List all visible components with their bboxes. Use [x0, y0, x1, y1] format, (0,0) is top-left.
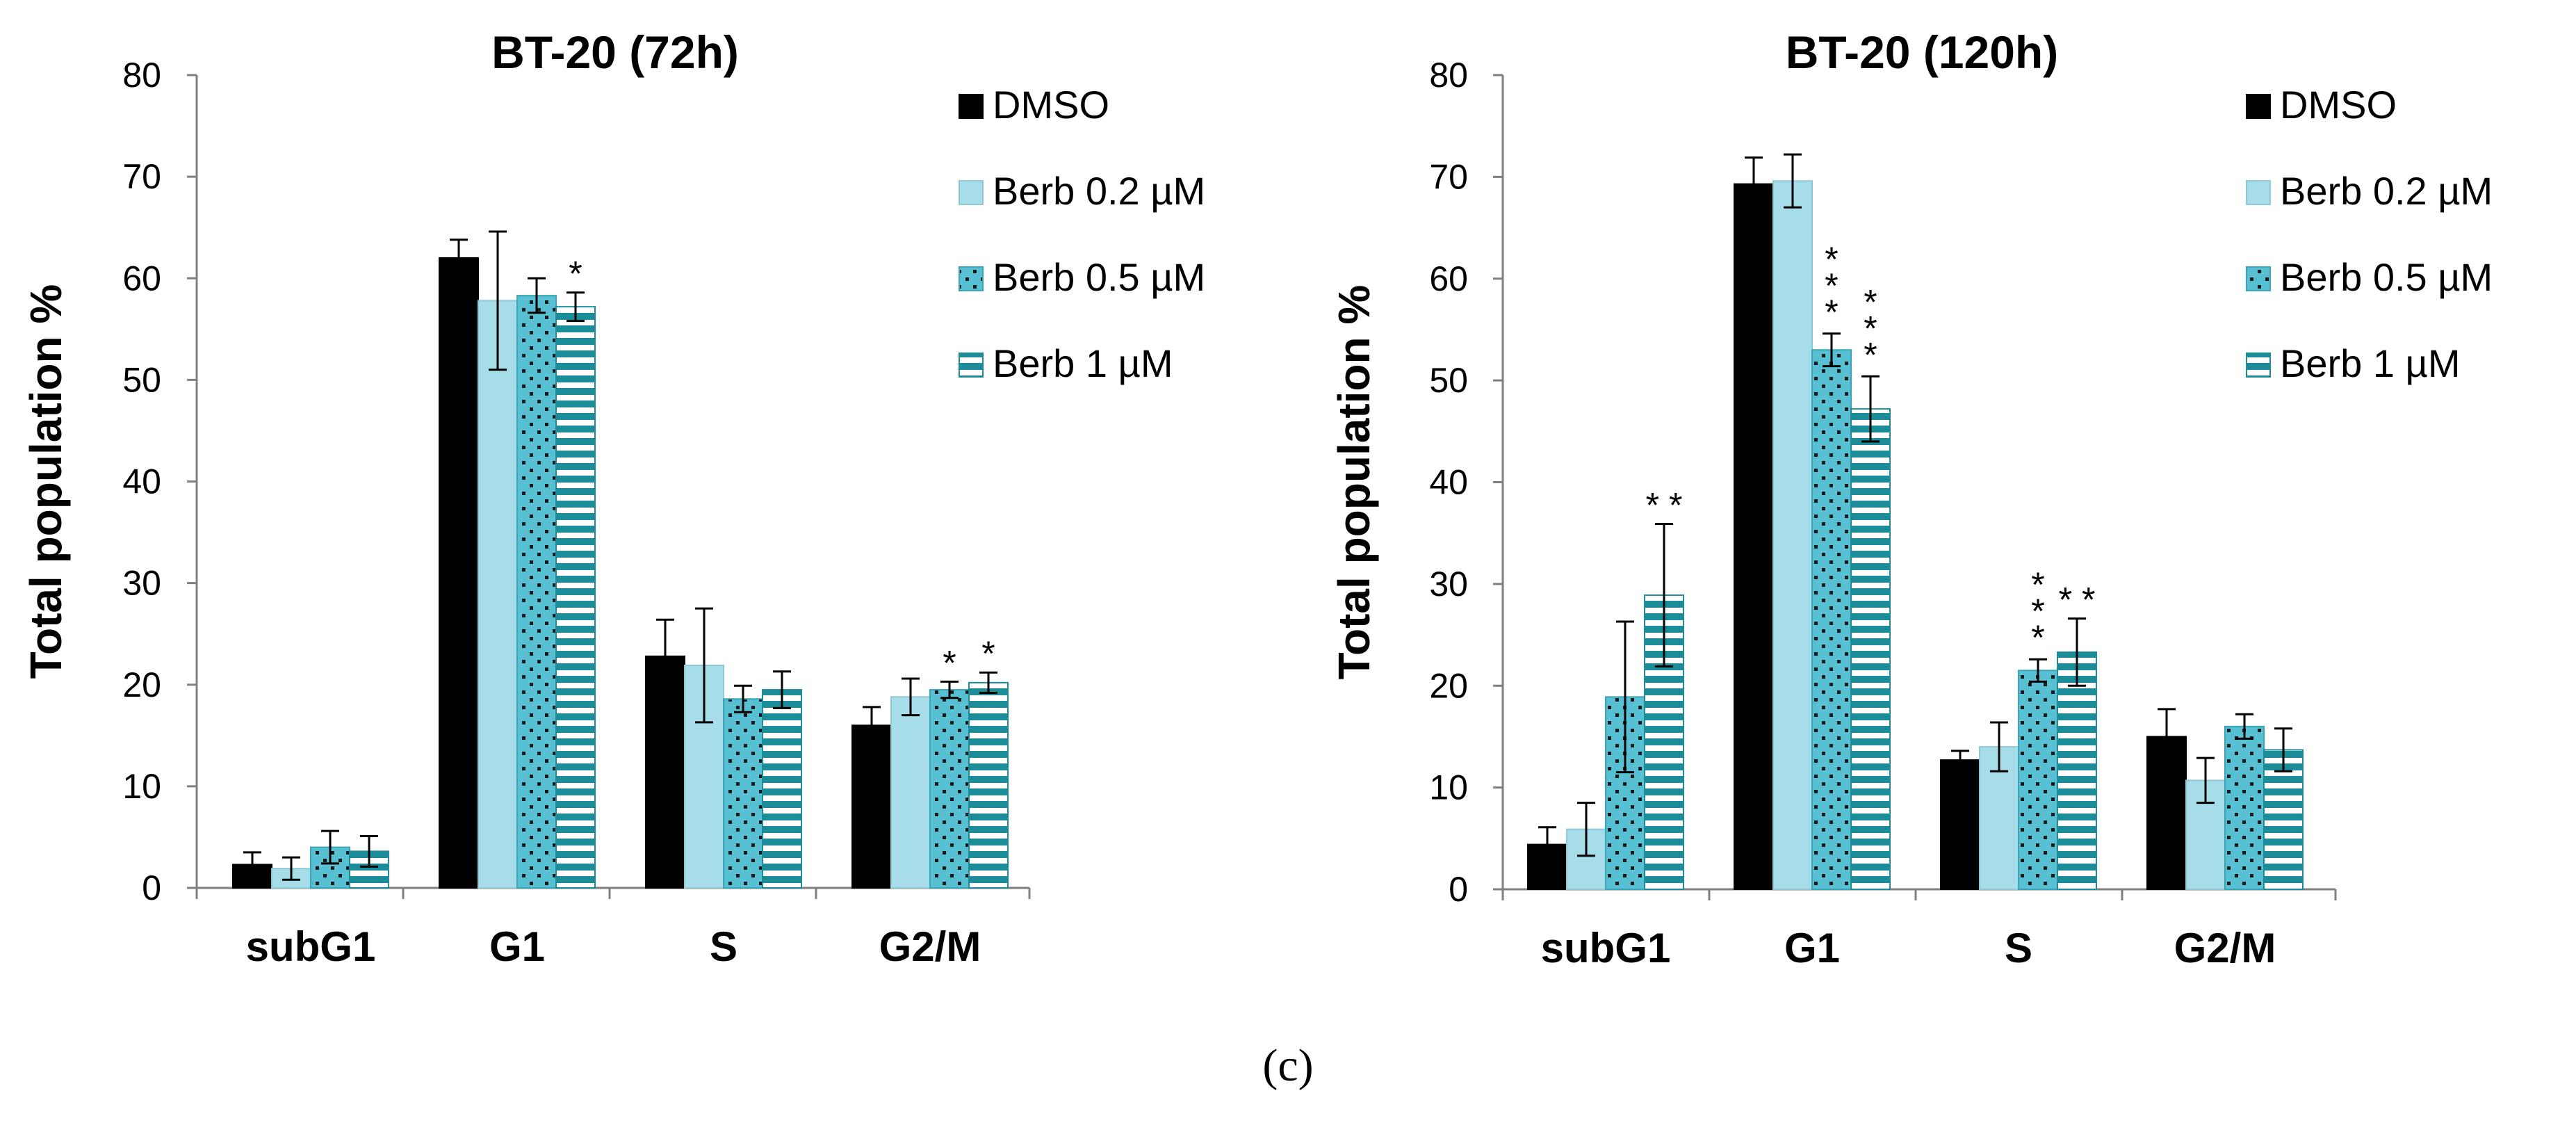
bar-berb-0-5-m-s [2018, 670, 2058, 890]
chart-bt20-72h: BT-20 (72h) Total population % 0 10 20 30 40 50… [21, 26, 1205, 970]
x-tick-label-s: S [2005, 925, 2032, 971]
legend-label-berb-1-m: Berb 1 µM [2280, 341, 2460, 385]
bar-berb-1-m-s [2057, 651, 2097, 890]
legend-swatch-berb-1-m [2246, 353, 2271, 378]
y-tick-label: 20 [122, 665, 161, 704]
significance-g2-m-berb-1-m: * [981, 634, 995, 673]
y-axis-label: Total population % [1329, 285, 1379, 680]
legend-swatch-berb-0-5-m [959, 266, 984, 291]
x-tick-label-g2-m: G2/M [879, 923, 981, 970]
x-tick-label-g1: G1 [489, 923, 545, 970]
x-tick-label-g2-m: G2/M [2174, 925, 2276, 971]
y-tick-label: 80 [1429, 56, 1468, 95]
legend-label-berb-0-5-m: Berb 0.5 µM [2280, 255, 2493, 299]
y-tick-label: 70 [1429, 157, 1468, 196]
bar-berb-1-m-g1 [555, 306, 596, 889]
legend-swatch-dmso [2246, 94, 2271, 119]
y-tick-label: 0 [1449, 870, 1468, 909]
legend-label-berb-0-2-m: Berb 0.2 µM [2280, 169, 2493, 213]
y-tick-label: 30 [122, 564, 161, 603]
bar-berb-0-2-m-g1 [478, 300, 518, 889]
bar-berb-0-5-m-s [723, 698, 763, 889]
legend-swatch-berb-1-m [959, 353, 984, 378]
bar-dmso-s [1940, 759, 1980, 891]
legend-label-berb-1-m: Berb 1 µM [993, 341, 1173, 385]
significance-s-berb-0-5-m: * * * [2031, 565, 2044, 657]
significance-subg1-berb-1-m: * * [1646, 486, 1683, 525]
y-tick-label: 60 [122, 259, 161, 298]
legend-label-dmso: DMSO [993, 83, 1109, 127]
bar-dmso-g2-m [851, 725, 892, 889]
y-tick-label: 60 [1429, 259, 1468, 298]
bar-berb-0-5-m-g2-m [929, 689, 970, 889]
significance-g1-berb-1-m: * * * [1864, 282, 1877, 374]
bar-berb-1-m-g1 [1850, 408, 1891, 890]
y-tick-label: 10 [122, 767, 161, 806]
chart-bt20-120h: BT-20 (120h) Total population % 0 10 20 30 40 5… [1329, 26, 2493, 971]
legend-swatch-berb-0-2-m [959, 180, 984, 205]
y-tick-label: 0 [142, 868, 161, 907]
x-tick-label-subg1: subG1 [1541, 925, 1671, 971]
significance-g2-m-berb-0-5-m: * [943, 643, 956, 682]
x-tick-label-s: S [710, 923, 737, 970]
bar-berb-0-2-m-g2-m [890, 696, 931, 889]
bar-dmso-g1 [1734, 183, 1774, 890]
bar-berb-1-m-s [762, 689, 802, 889]
y-tick-label: 40 [122, 462, 161, 501]
legend-swatch-berb-0-2-m [2246, 180, 2271, 205]
y-tick-label: 30 [1429, 565, 1468, 604]
bar-berb-1-m-g2-m [968, 681, 1009, 889]
legend-swatch-dmso [959, 94, 984, 119]
bar-berb-0-5-m-g1 [516, 295, 557, 889]
legend-label-dmso: DMSO [2280, 83, 2397, 127]
y-tick-label: 10 [1429, 768, 1468, 807]
bar-berb-0-5-m-g2-m [2224, 725, 2265, 891]
chart-title: BT-20 (120h) [1786, 26, 2058, 78]
panel-label: (c) [1262, 1040, 1314, 1091]
bar-dmso-g1 [439, 257, 479, 889]
y-tick-label: 40 [1429, 463, 1468, 502]
legend-label-berb-0-5-m: Berb 0.5 µM [993, 255, 1205, 299]
bar-berb-0-5-m-g1 [1811, 349, 1852, 890]
significance-g1-berb-1-m: * [569, 254, 582, 293]
y-tick-label: 70 [122, 157, 161, 196]
y-tick-label: 50 [1429, 361, 1468, 400]
bar-berb-1-m-g2-m [2263, 749, 2304, 891]
bar-berb-0-2-m-g1 [1772, 180, 1813, 891]
significance-g1-berb-0-5-m: * * * [1825, 240, 1838, 332]
y-tick-label: 50 [122, 360, 161, 399]
y-axis-label: Total population % [21, 284, 71, 679]
chart-title: BT-20 (72h) [491, 26, 739, 78]
x-tick-label-g1: G1 [1784, 925, 1840, 971]
y-tick-label: 80 [122, 56, 161, 95]
legend-label-berb-0-2-m: Berb 0.2 µM [993, 169, 1205, 213]
legend-swatch-berb-0-5-m [2246, 266, 2271, 291]
y-tick-label: 20 [1429, 666, 1468, 705]
significance-s-berb-1-m: * * [2059, 581, 2096, 620]
x-tick-label-subg1: subG1 [246, 923, 376, 970]
